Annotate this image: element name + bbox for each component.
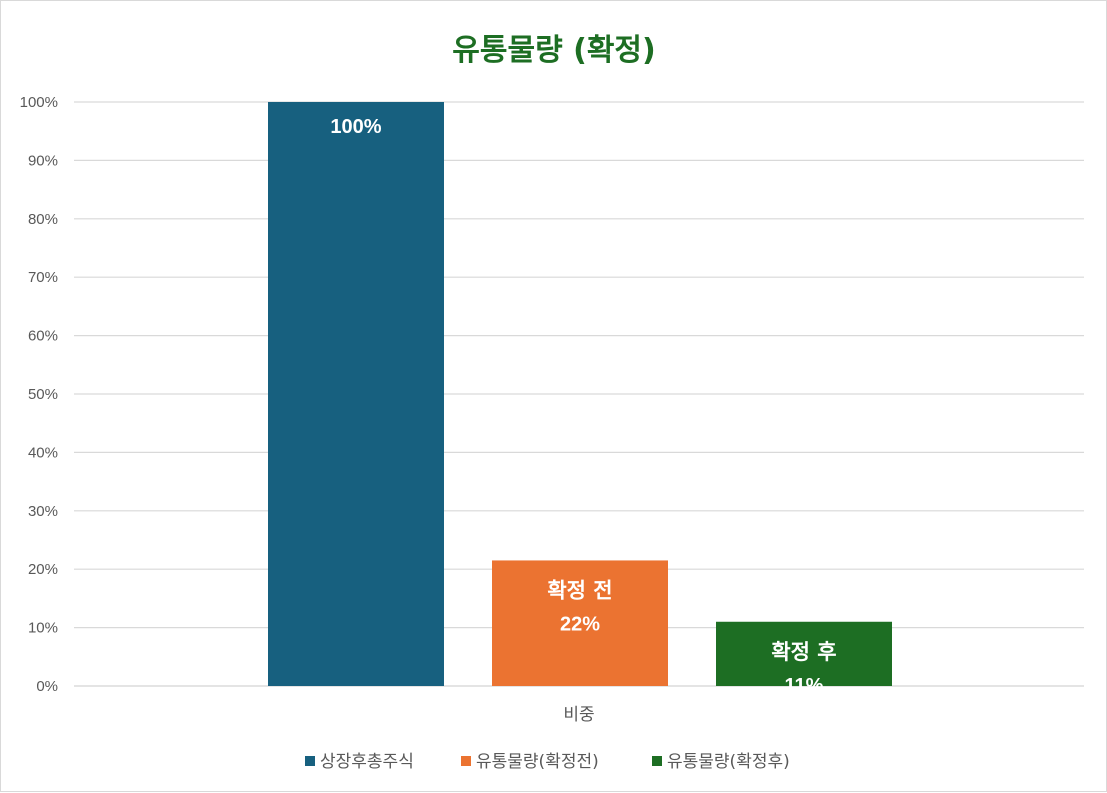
y-tick-label: 70%: [28, 269, 58, 286]
bar: [492, 560, 668, 686]
y-tick-label: 90%: [28, 152, 58, 169]
y-tick-label: 80%: [28, 211, 58, 228]
data-label-value: 100%: [330, 116, 381, 138]
bar: [716, 621, 892, 686]
gridlines: [74, 101, 1084, 687]
legend-label: 유통물량(확정후): [667, 752, 790, 772]
chart-title: 유통물량 (확정): [452, 33, 655, 68]
legend-swatch: [461, 756, 471, 766]
y-tick-label: 0%: [36, 678, 58, 695]
y-tick-label: 50%: [28, 386, 58, 403]
y-tick-label: 20%: [28, 561, 58, 578]
y-tick-label: 100%: [20, 94, 58, 111]
data-label-name: 확정 후: [771, 640, 836, 664]
y-axis-ticks: 0% 10% 20% 30% 40% 50% 60% 70% 80% 90% 100%: [20, 94, 58, 695]
y-tick-label: 30%: [28, 503, 58, 520]
data-label-value: 22%: [560, 613, 600, 635]
legend-swatch: [305, 756, 315, 766]
data-label-value: 11%: [785, 675, 824, 697]
x-axis-category: 비중: [563, 705, 594, 725]
y-tick-label: 10%: [28, 620, 58, 637]
legend-label: 상장후총주식: [320, 752, 414, 772]
data-label-name: 확정 전: [547, 578, 612, 602]
bar: [268, 102, 444, 686]
y-tick-label: 60%: [28, 328, 58, 345]
y-tick-label: 40%: [28, 444, 58, 461]
legend-label: 유통물량(확정전): [476, 752, 599, 772]
bar-group: [268, 102, 892, 686]
legend: 상장후총주식 유통물량(확정전) 유통물량(확정후): [305, 752, 790, 772]
data-labels: 100% 확정 전 22% 확정 후 11%: [330, 116, 836, 697]
legend-swatch: [652, 756, 662, 766]
